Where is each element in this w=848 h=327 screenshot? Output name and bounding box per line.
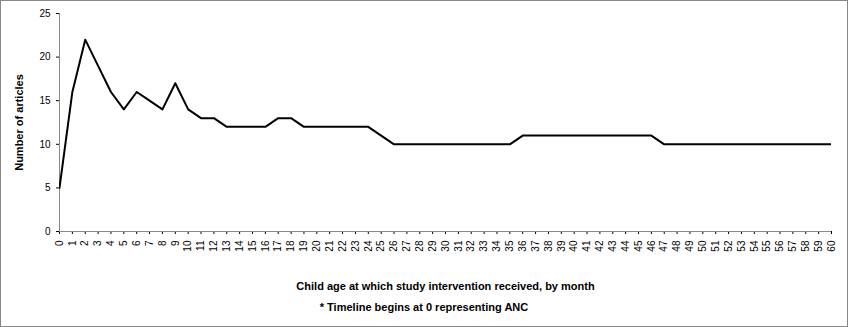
- svg-text:32: 32: [465, 240, 476, 252]
- svg-text:56: 56: [774, 240, 785, 252]
- svg-text:9: 9: [170, 240, 181, 246]
- svg-text:54: 54: [749, 240, 760, 252]
- svg-text:5: 5: [118, 240, 129, 246]
- svg-text:31: 31: [453, 240, 464, 252]
- svg-text:48: 48: [671, 240, 682, 252]
- svg-text:23: 23: [350, 240, 361, 252]
- svg-text:45: 45: [633, 240, 644, 252]
- svg-text:41: 41: [581, 240, 592, 252]
- svg-text:30: 30: [440, 240, 451, 252]
- svg-text:26: 26: [388, 240, 399, 252]
- svg-text:27: 27: [401, 240, 412, 252]
- svg-text:47: 47: [658, 240, 669, 252]
- svg-text:0: 0: [45, 226, 51, 237]
- svg-text:19: 19: [298, 240, 309, 252]
- svg-text:25: 25: [39, 8, 51, 19]
- svg-text:39: 39: [556, 240, 567, 252]
- svg-text:58: 58: [800, 240, 811, 252]
- svg-text:17: 17: [272, 240, 283, 252]
- svg-text:15: 15: [247, 240, 258, 252]
- svg-text:50: 50: [697, 240, 708, 252]
- svg-text:51: 51: [710, 240, 721, 252]
- svg-text:16: 16: [260, 240, 271, 252]
- svg-text:7: 7: [144, 240, 155, 246]
- svg-text:59: 59: [813, 240, 824, 252]
- svg-text:33: 33: [478, 240, 489, 252]
- svg-text:11: 11: [195, 240, 206, 251]
- svg-text:10: 10: [182, 240, 193, 252]
- svg-text:8: 8: [157, 240, 168, 246]
- svg-text:20: 20: [39, 51, 51, 62]
- svg-text:20: 20: [311, 240, 322, 252]
- svg-text:24: 24: [363, 240, 374, 252]
- html-text:* Timeline begins at 0 represe: * Timeline begins at 0 representing ANC: [319, 301, 529, 313]
- svg-text:Number of articles: Number of articles: [13, 74, 25, 171]
- svg-text:34: 34: [491, 240, 502, 252]
- svg-text:2: 2: [79, 240, 90, 246]
- svg-text:37: 37: [530, 240, 541, 252]
- svg-text:15: 15: [39, 95, 51, 106]
- svg-text:1: 1: [67, 240, 78, 246]
- svg-text:10: 10: [39, 139, 51, 150]
- svg-text:5: 5: [45, 182, 51, 193]
- svg-text:Child age at which study inter: Child age at which study intervention re…: [296, 280, 595, 292]
- svg-text:44: 44: [620, 240, 631, 252]
- svg-text:0: 0: [54, 240, 65, 246]
- svg-text:43: 43: [607, 240, 618, 252]
- svg-text:28: 28: [414, 240, 425, 252]
- svg-text:3: 3: [92, 240, 103, 246]
- svg-text:4: 4: [105, 240, 116, 246]
- svg-text:12: 12: [208, 240, 219, 252]
- svg-text:36: 36: [517, 240, 528, 252]
- svg-text:38: 38: [543, 240, 554, 252]
- svg-text:42: 42: [594, 240, 605, 252]
- svg-text:53: 53: [736, 240, 747, 252]
- svg-text:18: 18: [285, 240, 296, 252]
- svg-text:40: 40: [568, 240, 579, 252]
- svg-text:21: 21: [324, 240, 335, 252]
- svg-text:25: 25: [375, 240, 386, 252]
- svg-text:46: 46: [646, 240, 657, 252]
- svg-text:22: 22: [337, 240, 348, 252]
- svg-text:6: 6: [131, 240, 142, 246]
- svg-text:35: 35: [504, 240, 515, 252]
- svg-text:14: 14: [234, 240, 245, 252]
- svg-text:57: 57: [787, 240, 798, 252]
- svg-text:60: 60: [826, 240, 837, 252]
- svg-text:29: 29: [427, 240, 438, 252]
- svg-text:49: 49: [684, 240, 695, 252]
- svg-text:52: 52: [723, 240, 734, 252]
- svg-text:13: 13: [221, 240, 232, 252]
- svg-text:55: 55: [761, 240, 772, 252]
